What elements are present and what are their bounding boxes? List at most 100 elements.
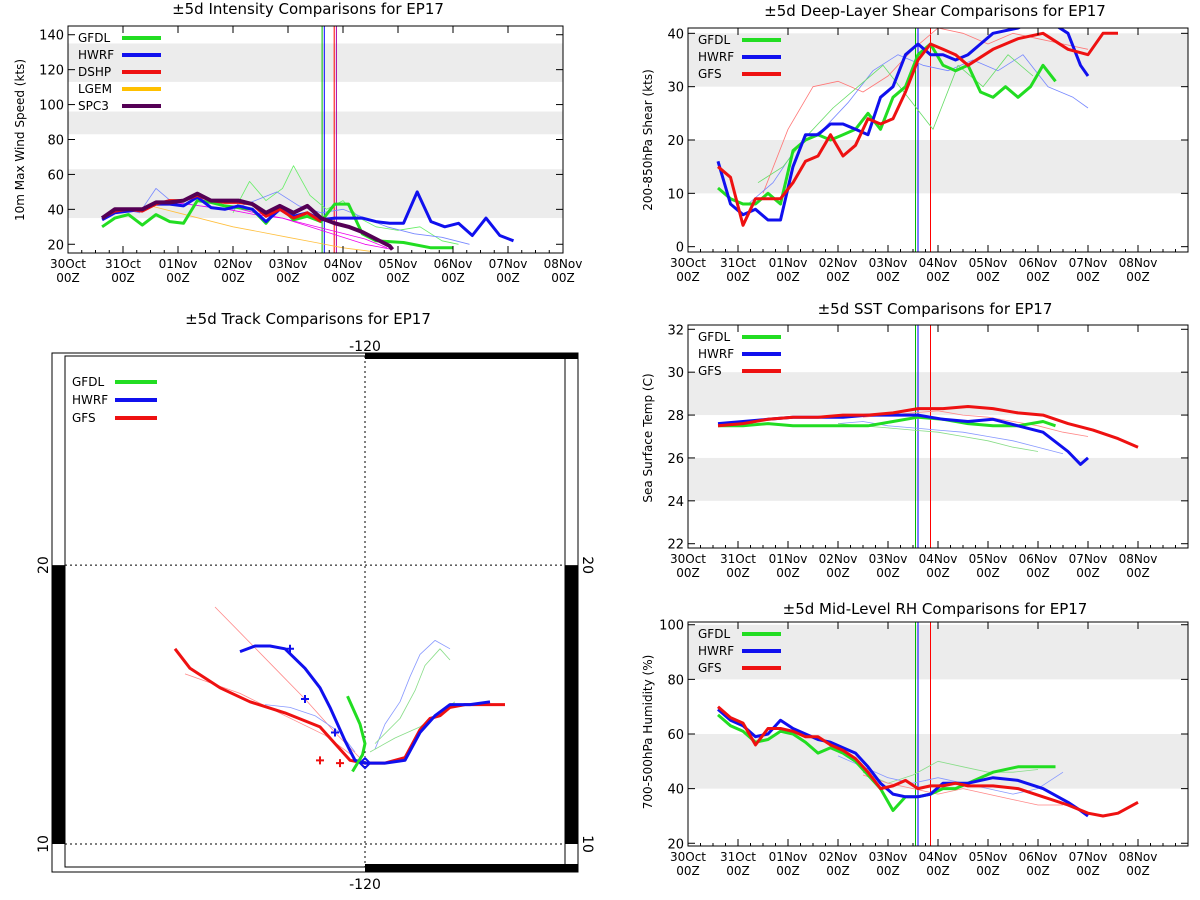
shear-xtick-label2-0: 00Z	[676, 270, 700, 284]
rh-xtick-label-9: 08Nov	[1119, 850, 1158, 864]
intensity-ytick-label-1: 40	[47, 203, 64, 218]
intensity-xtick-label2-4: 00Z	[276, 271, 300, 285]
rh-ytick-label-2: 60	[667, 728, 684, 743]
shear-band-0	[688, 140, 1188, 194]
rh-xtick-label2-4: 00Z	[876, 864, 900, 878]
shear-xtick-label2-9: 00Z	[1126, 270, 1150, 284]
sst-title: ±5d SST Comparisons for EP17	[818, 300, 1053, 318]
shear-ytick-label-1: 10	[667, 187, 684, 202]
intensity-ytick-label-5: 120	[39, 64, 64, 79]
sst-series-gfs	[717, 405, 1139, 449]
track-series-hwrf	[239, 644, 491, 765]
shear-xtick-label2-4: 00Z	[876, 270, 900, 284]
sst-xtick-label2-2: 00Z	[776, 566, 800, 580]
shear-xtick-label-1: 31Oct	[720, 256, 756, 270]
shear-xtick-label-4: 03Nov	[869, 256, 908, 270]
intensity-xtick-label-4: 03Nov	[269, 257, 308, 271]
sst-xtick-label2-9: 00Z	[1126, 566, 1150, 580]
sst-chart: ±5d SST Comparisons for EP17 Sea Surface…	[641, 300, 1189, 580]
rh-xtick-label2-5: 00Z	[926, 864, 950, 878]
track-position-marker-3	[316, 756, 324, 765]
shear-xtick-label-2: 01Nov	[769, 256, 808, 270]
rh-xtick-label2-1: 00Z	[726, 864, 750, 878]
sst-xtick-label2-7: 00Z	[1026, 566, 1050, 580]
track-position-marker-4	[336, 759, 344, 768]
rh-legend-label-gfdl: GFDL	[698, 627, 730, 641]
rh-xtick-label-8: 07Nov	[1069, 850, 1108, 864]
intensity-xtick-label-3: 02Nov	[214, 257, 253, 271]
sst-legend-label-hwrf: HWRF	[698, 347, 734, 361]
track-position-marker-0	[286, 644, 294, 653]
sst-ytick-label-1: 24	[667, 495, 684, 510]
intensity-xtick-label2-8: 00Z	[496, 271, 520, 285]
intensity-ytick-label-6: 140	[39, 29, 64, 44]
track-legend-label-hwrf: HWRF	[72, 393, 108, 407]
intensity-band-2	[68, 43, 563, 82]
intensity-ytick-label-2: 60	[47, 168, 64, 183]
sst-xtick-label2-3: 00Z	[826, 566, 850, 580]
sst-xtick-label-5: 04Nov	[919, 552, 958, 566]
shear-ytick-label-3: 30	[667, 81, 684, 96]
sst-series-faint-green	[837, 423, 1039, 452]
rh-xtick-label2-9: 00Z	[1126, 864, 1150, 878]
sst-xtick-label-4: 03Nov	[869, 552, 908, 566]
shear-xtick-label2-8: 00Z	[1076, 270, 1100, 284]
shear-xtick-label-0: 30Oct	[670, 256, 706, 270]
shear-legend-label-gfdl: GFDL	[698, 33, 730, 47]
sst-xtick-label2-1: 00Z	[726, 566, 750, 580]
sst-xtick-label2-8: 00Z	[1076, 566, 1100, 580]
sst-xtick-label-0: 30Oct	[670, 552, 706, 566]
sst-xtick-label-2: 01Nov	[769, 552, 808, 566]
sst-xtick-label-1: 31Oct	[720, 552, 756, 566]
intensity-xtick-label2-7: 00Z	[441, 271, 465, 285]
track-border-bottom-black	[365, 864, 578, 872]
shear-xtick-label-9: 08Nov	[1119, 256, 1158, 270]
track-lat-label-right-20: 20	[579, 556, 595, 574]
sst-xtick-label2-0: 00Z	[676, 566, 700, 580]
intensity-xtick-label2-0: 00Z	[56, 271, 80, 285]
shear-ytick-label-0: 0	[676, 241, 684, 256]
intensity-title: ±5d Intensity Comparisons for EP17	[172, 0, 444, 18]
sst-ytick-label-3: 28	[667, 409, 684, 424]
track-series-faint-red	[214, 606, 366, 764]
rh-ylabel: 700-500hPa Humidity (%)	[641, 655, 655, 810]
rh-ytick-label-4: 100	[659, 619, 684, 634]
shear-ytick-label-2: 20	[667, 134, 684, 149]
track-series-faint-green	[374, 648, 451, 744]
shear-legend-label-hwrf: HWRF	[698, 50, 734, 64]
sst-xtick-label2-6: 00Z	[976, 566, 1000, 580]
rh-series-gfs	[717, 705, 1139, 818]
intensity-xtick-label2-1: 00Z	[111, 271, 135, 285]
intensity-xtick-label-0: 30Oct	[50, 257, 86, 271]
shear-title: ±5d Deep-Layer Shear Comparisons for EP1…	[764, 2, 1106, 20]
track-lon-label-top: -120	[349, 339, 381, 355]
shear-xtick-label2-6: 00Z	[976, 270, 1000, 284]
rh-xtick-label-2: 01Nov	[769, 850, 808, 864]
rh-legend-label-hwrf: HWRF	[698, 644, 734, 658]
sst-xtick-label-3: 02Nov	[819, 552, 858, 566]
track-outer-frame	[51, 352, 579, 873]
intensity-band-0	[68, 169, 563, 219]
sst-xtick-label2-4: 00Z	[876, 566, 900, 580]
track-title: ±5d Track Comparisons for EP17	[185, 310, 431, 328]
track-series-gfdl	[346, 695, 367, 773]
sst-ytick-label-4: 30	[667, 366, 684, 381]
sst-xtick-label-6: 05Nov	[969, 552, 1008, 566]
rh-legend-label-gfs: GFS	[698, 661, 722, 675]
track-lat-label-left-10: 10	[36, 835, 52, 853]
sst-ylabel: Sea Surface Temp (C)	[641, 373, 655, 502]
sst-xtick-label-9: 08Nov	[1119, 552, 1158, 566]
rh-xtick-label2-2: 00Z	[776, 864, 800, 878]
shear-xtick-label-8: 07Nov	[1069, 256, 1108, 270]
track-border-top-black	[365, 353, 578, 359]
intensity-xtick-label-5: 04Nov	[324, 257, 363, 271]
intensity-xtick-label2-6: 00Z	[386, 271, 410, 285]
rh-xtick-label2-6: 00Z	[976, 864, 1000, 878]
intensity-band-1	[68, 111, 563, 135]
intensity-xtick-label-6: 05Nov	[379, 257, 418, 271]
intensity-xtick-label-7: 06Nov	[434, 257, 473, 271]
intensity-xtick-label-1: 31Oct	[105, 257, 141, 271]
shear-series-hwrf	[716, 28, 1090, 222]
shear-series-gfs	[717, 31, 1118, 227]
